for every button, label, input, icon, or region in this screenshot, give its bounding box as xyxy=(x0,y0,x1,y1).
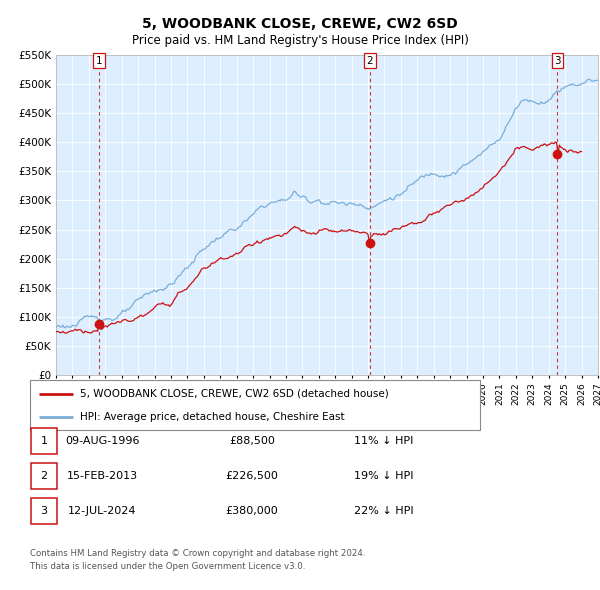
Text: This data is licensed under the Open Government Licence v3.0.: This data is licensed under the Open Gov… xyxy=(30,562,305,571)
Text: 3: 3 xyxy=(41,506,47,516)
Text: £380,000: £380,000 xyxy=(226,506,278,516)
Text: 09-AUG-1996: 09-AUG-1996 xyxy=(65,436,139,446)
FancyBboxPatch shape xyxy=(31,428,56,454)
Text: 1: 1 xyxy=(95,56,102,66)
FancyBboxPatch shape xyxy=(30,380,480,430)
Text: Contains HM Land Registry data © Crown copyright and database right 2024.: Contains HM Land Registry data © Crown c… xyxy=(30,549,365,558)
Text: 15-FEB-2013: 15-FEB-2013 xyxy=(67,471,137,481)
FancyBboxPatch shape xyxy=(31,463,56,489)
Text: 3: 3 xyxy=(554,56,561,66)
Text: 5, WOODBANK CLOSE, CREWE, CW2 6SD: 5, WOODBANK CLOSE, CREWE, CW2 6SD xyxy=(142,17,458,31)
Text: 2: 2 xyxy=(40,471,47,481)
Text: 12-JUL-2024: 12-JUL-2024 xyxy=(68,506,136,516)
Text: HPI: Average price, detached house, Cheshire East: HPI: Average price, detached house, Ches… xyxy=(79,411,344,421)
Text: 1: 1 xyxy=(41,436,47,446)
FancyBboxPatch shape xyxy=(31,499,56,523)
Text: 2: 2 xyxy=(367,56,373,66)
Text: Price paid vs. HM Land Registry's House Price Index (HPI): Price paid vs. HM Land Registry's House … xyxy=(131,34,469,47)
Text: 11% ↓ HPI: 11% ↓ HPI xyxy=(355,436,413,446)
Text: 19% ↓ HPI: 19% ↓ HPI xyxy=(354,471,414,481)
Text: £88,500: £88,500 xyxy=(229,436,275,446)
Text: 5, WOODBANK CLOSE, CREWE, CW2 6SD (detached house): 5, WOODBANK CLOSE, CREWE, CW2 6SD (detac… xyxy=(79,388,388,398)
Text: £226,500: £226,500 xyxy=(226,471,278,481)
Text: 22% ↓ HPI: 22% ↓ HPI xyxy=(354,506,414,516)
